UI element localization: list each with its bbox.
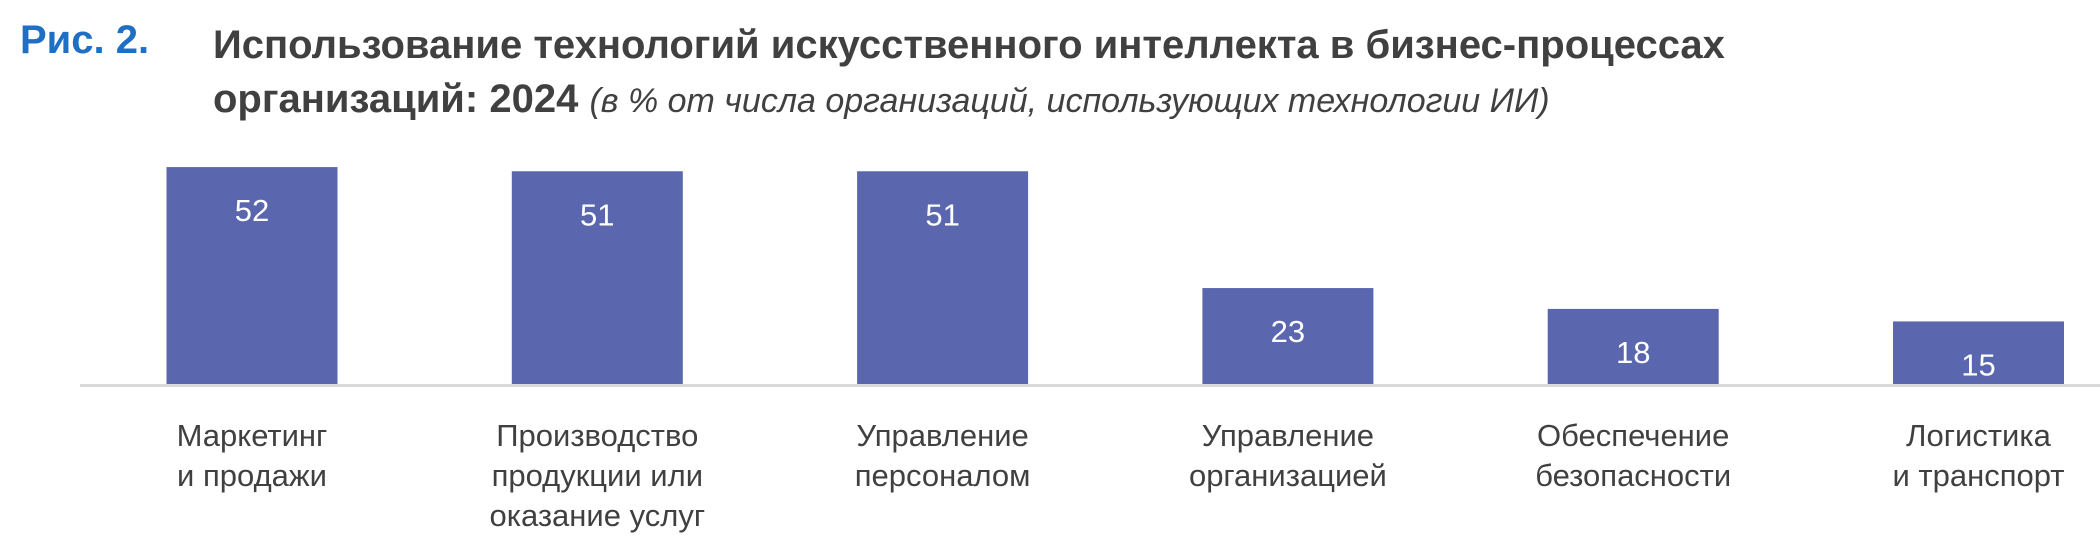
data-label: 51: [580, 197, 614, 232]
category-label: Логистика: [1906, 418, 2051, 453]
bar: [1202, 288, 1374, 384]
bar: [1893, 321, 2064, 384]
data-label: 15: [1961, 347, 1995, 382]
data-label: 18: [1616, 335, 1650, 370]
category-label: Управление: [856, 418, 1028, 453]
category-label: Управление: [1202, 418, 1374, 453]
category-label: оказание услуг: [489, 498, 705, 533]
category-label: Производство: [496, 418, 698, 453]
category-label: Маркетинг: [177, 418, 328, 453]
bar: [511, 171, 683, 384]
category-label: организацией: [1189, 458, 1387, 493]
chart-title: Использование технологий искусственного …: [213, 18, 2063, 128]
category-label: и транспорт: [1892, 458, 2064, 493]
category-label: безопасности: [1535, 458, 1731, 493]
bar: [1547, 308, 1719, 384]
chart-subtitle: (в % от числа организаций, использующих …: [589, 82, 1550, 120]
figure-label: Рис. 2.: [20, 18, 150, 62]
data-label: 52: [235, 193, 269, 228]
title-line2: организаций: 2024: [213, 77, 579, 121]
bar: [857, 171, 1029, 384]
category-label: персоналом: [855, 458, 1031, 493]
category-label: и продажи: [177, 458, 327, 493]
data-label: 51: [925, 197, 959, 232]
data-label: 23: [1271, 314, 1305, 349]
bar: [166, 167, 338, 384]
title-line1: Использование технологий искусственного …: [213, 23, 1725, 67]
category-label: продукции или: [492, 458, 703, 493]
category-label: Обеспечение: [1537, 418, 1729, 453]
